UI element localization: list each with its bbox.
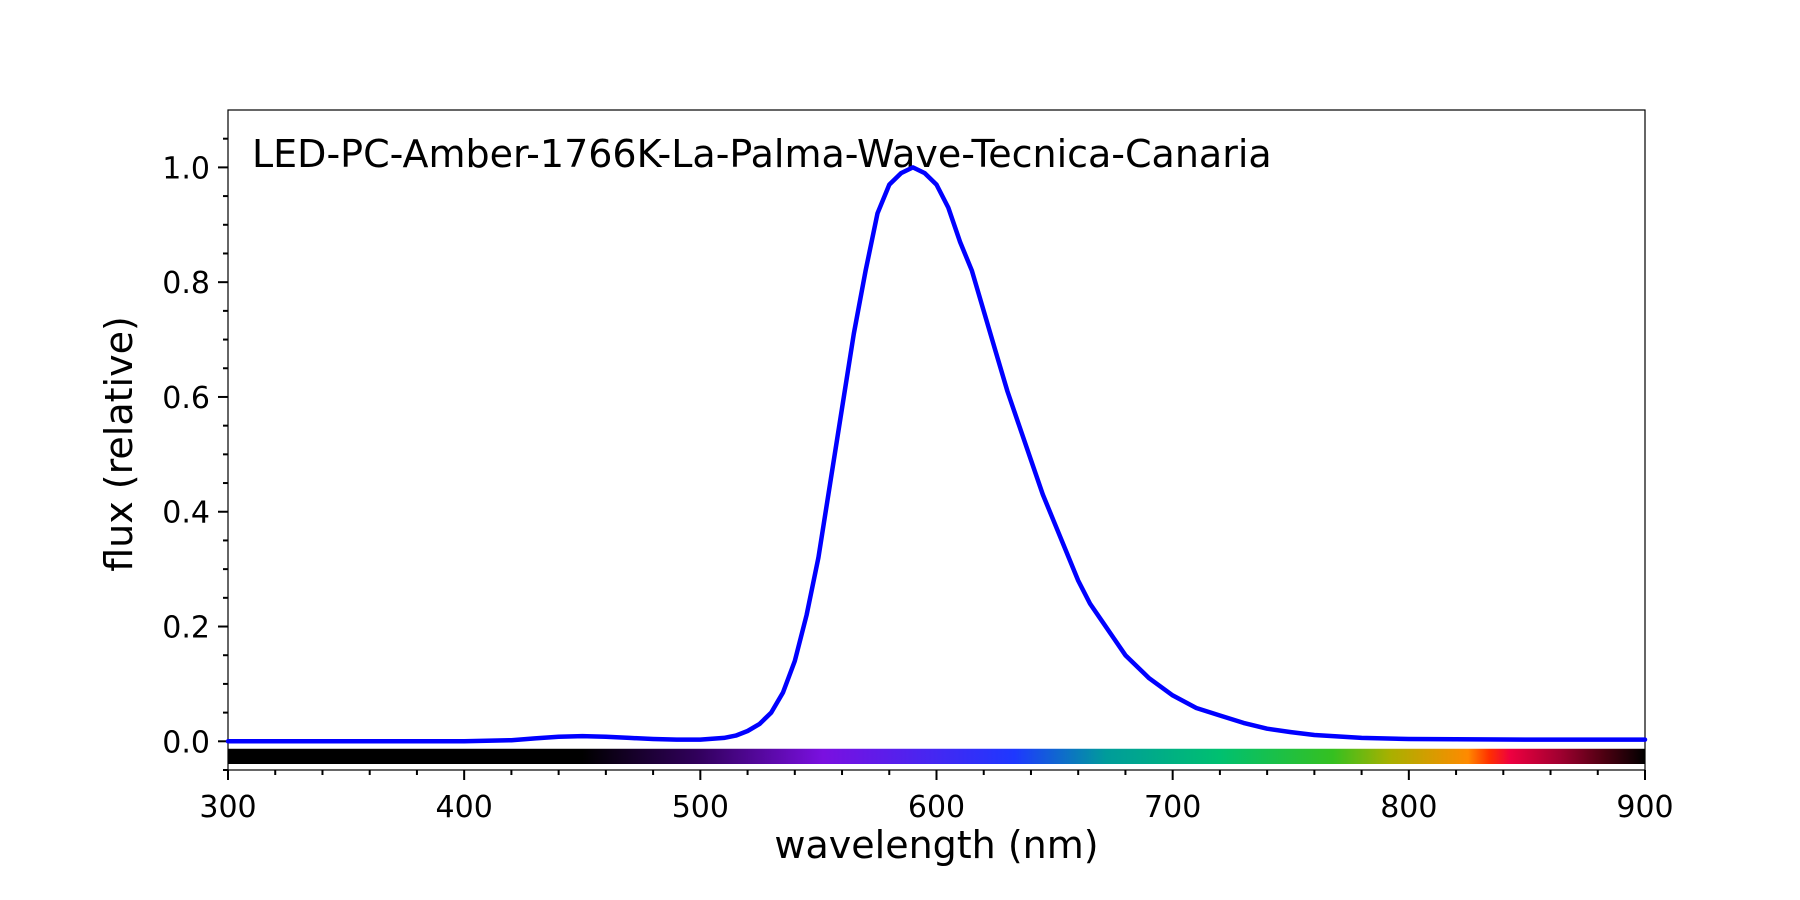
y-tick-label: 0.0 xyxy=(162,725,210,760)
y-tick-label: 0.4 xyxy=(162,496,210,531)
x-tick-label: 800 xyxy=(1380,790,1437,825)
chart-title: LED-PC-Amber-1766K-La-Palma-Wave-Tecnica… xyxy=(252,132,1272,176)
x-tick-label: 500 xyxy=(672,790,729,825)
y-tick-label: 0.2 xyxy=(162,611,210,646)
plot-frame xyxy=(227,109,1646,771)
x-tick-label: 900 xyxy=(1616,790,1673,825)
x-tick-label: 700 xyxy=(1144,790,1201,825)
y-axis-label: flux (relative) xyxy=(97,316,141,572)
x-tick-label: 400 xyxy=(436,790,493,825)
spectrum-series-line xyxy=(225,165,1648,744)
x-tick-label: 600 xyxy=(908,790,965,825)
spectrum-color-bar xyxy=(228,748,1645,764)
x-tick-label: 300 xyxy=(199,790,256,825)
y-tick-label: 0.8 xyxy=(162,266,210,301)
x-axis-label: wavelength (nm) xyxy=(774,823,1098,867)
y-tick-label: 1.0 xyxy=(162,151,210,186)
y-tick-label: 0.6 xyxy=(162,381,210,416)
